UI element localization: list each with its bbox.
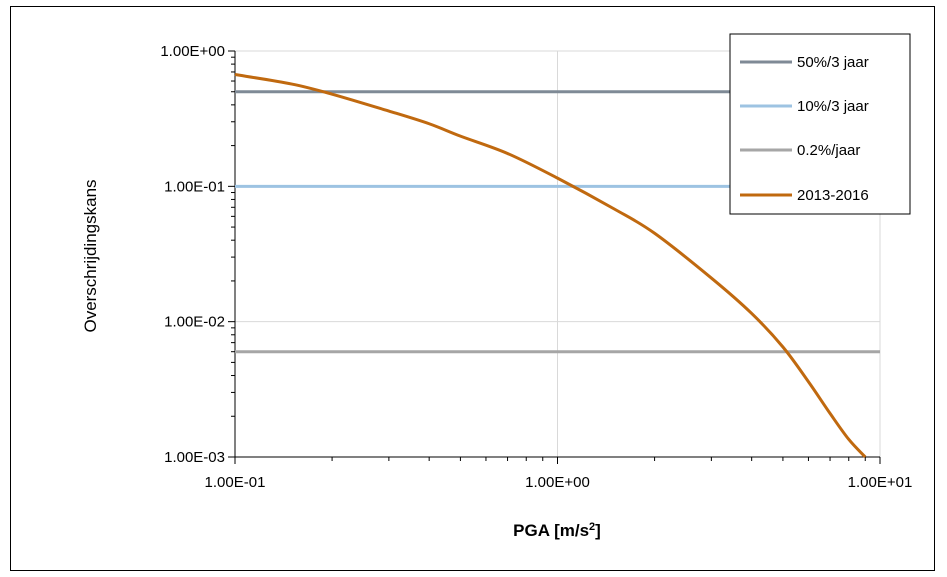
x-tick-label: 1.00E+01 [848, 474, 913, 491]
y-tick-label: 1.00E-03 [164, 449, 225, 466]
series-curve [234, 73, 867, 459]
y-axis-title: Overschrijdingskans [81, 179, 100, 332]
y-tick-label: 1.00E-02 [164, 314, 225, 331]
x-tick-label: 1.00E-01 [205, 474, 266, 491]
tick-labels: 1.00E+00 1.00E-01 1.00E-02 1.00E-03 1.00E-01… [160, 43, 912, 491]
legend-label: 10%/3 jaar [797, 98, 869, 115]
legend-label: 50%/3 jaar [797, 54, 869, 71]
legend-label: 2013-2016 [797, 187, 869, 204]
legend: 50%/3 jaar 10%/3 jaar 0.2%/jaar 2013-2016 [729, 33, 911, 215]
x-tick-label: 1.00E+00 [525, 474, 590, 491]
y-tick-label: 1.00E+00 [160, 43, 225, 60]
x-axis-title-superscript: 2 [589, 521, 595, 533]
legend-label: 0.2%/jaar [797, 142, 860, 159]
axes [228, 50, 881, 464]
x-axis-title: PGA [m/s2] [513, 521, 601, 540]
y-tick-label: 1.00E-01 [164, 178, 225, 195]
legend-box [729, 33, 911, 215]
